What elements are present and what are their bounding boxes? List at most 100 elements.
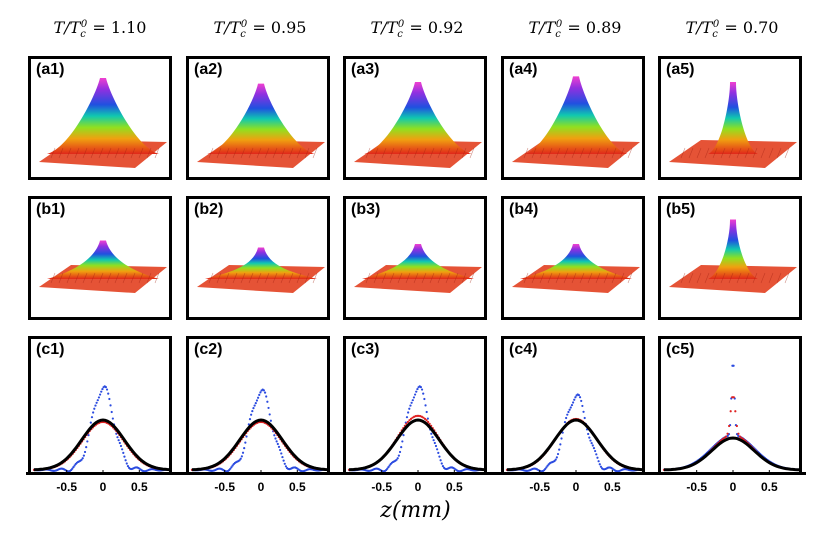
- blue-point: [395, 458, 398, 461]
- surface-stripe: [389, 272, 395, 284]
- surface-stripe: [240, 147, 246, 159]
- column-title: T/Tc0 = 1.10: [53, 18, 147, 41]
- blue-point: [644, 469, 645, 471]
- blue-point: [422, 392, 425, 395]
- x-tick-label: 0.5: [130, 480, 148, 494]
- surface-stripe: [58, 272, 64, 284]
- surface-stripe: [248, 147, 254, 159]
- surface-stripe: [720, 272, 726, 284]
- surface-stripe: [760, 147, 766, 159]
- surface-stripe: [571, 147, 577, 159]
- blue-point: [262, 389, 265, 392]
- blue-point: [94, 404, 97, 407]
- blue-point: [581, 404, 584, 408]
- blue-point: [83, 450, 87, 454]
- surface-stripe: [531, 147, 537, 159]
- surface-stripe: [627, 272, 633, 284]
- surface-stripe: [712, 147, 718, 159]
- surface-stripe: [232, 147, 238, 159]
- surface-stripe: [146, 147, 152, 159]
- surface-stripe: [445, 272, 451, 284]
- blue-point: [423, 397, 426, 401]
- column-title: T/Tc0 = 0.70: [685, 18, 779, 41]
- surface-stripe: [736, 147, 742, 159]
- panel-a2: (a2): [186, 56, 330, 180]
- blue-point: [279, 448, 282, 452]
- panel-a4: (a4): [501, 56, 645, 180]
- surface-stripe: [603, 272, 609, 284]
- blue-point: [431, 436, 434, 439]
- blue-point: [732, 364, 735, 367]
- x-axis-label: z(mm): [380, 498, 451, 523]
- x-tick-label: 0: [572, 480, 580, 494]
- surface-stripe: [563, 272, 569, 284]
- blue-point: [554, 458, 557, 461]
- panel-label: (a5): [666, 61, 695, 78]
- blue-point: [555, 456, 558, 459]
- surface-stripe: [776, 272, 782, 284]
- panel-a1: (a1): [28, 56, 172, 180]
- red-point: [422, 416, 425, 419]
- surface-stripe: [130, 272, 136, 284]
- panel-c1: (c1): [28, 336, 172, 474]
- blue-point: [73, 464, 76, 467]
- surface-stripe: [461, 147, 467, 159]
- panel-label: (c4): [509, 341, 538, 358]
- x-tick-label: 0: [99, 480, 107, 494]
- blue-point: [398, 450, 402, 454]
- surface-stripe: [405, 272, 411, 284]
- blue-point: [240, 455, 243, 458]
- blue-point: [643, 469, 645, 471]
- surface-stripe: [381, 272, 387, 284]
- red-point: [171, 469, 172, 471]
- surface-stripe: [106, 147, 112, 159]
- surface-plot: [512, 76, 640, 168]
- surface-stripe: [50, 147, 56, 159]
- surface-stripe: [728, 272, 734, 284]
- red-point: [729, 410, 732, 413]
- profile-plot: [190, 388, 327, 474]
- blue-point: [726, 434, 729, 437]
- surface-stripe: [619, 272, 625, 284]
- surface-stripe: [579, 272, 585, 284]
- surface-peak: [47, 240, 159, 279]
- profile-plot: [505, 393, 645, 474]
- surface-stripe: [784, 147, 790, 159]
- surface-stripe: [768, 272, 774, 284]
- blue-point: [71, 467, 74, 470]
- surface-stripe: [90, 147, 96, 159]
- blue-point: [401, 440, 404, 443]
- surface-stripe: [555, 272, 561, 284]
- blue-point: [108, 397, 111, 401]
- surface-stripe: [563, 147, 569, 159]
- blue-point: [432, 439, 435, 442]
- surface-peak: [207, 83, 315, 154]
- blue-point: [560, 437, 563, 440]
- surface-stripe: [74, 272, 80, 284]
- surface-stripe: [122, 272, 128, 284]
- red-point: [409, 417, 413, 420]
- panel-label: (b1): [36, 201, 66, 218]
- surface-stripe: [122, 147, 128, 159]
- red-point: [799, 469, 801, 471]
- blue-point: [101, 387, 104, 391]
- surface-stripe: [397, 272, 403, 284]
- panel-c3: (c3): [343, 336, 487, 474]
- blue-point: [118, 441, 121, 445]
- x-tick-label: 0: [414, 480, 422, 494]
- blue-point: [397, 454, 400, 457]
- blue-point: [267, 406, 270, 410]
- surface-stripe: [58, 147, 64, 159]
- surface-plot: [354, 244, 482, 293]
- x-tick-label: -0.5: [214, 480, 236, 494]
- surface-stripe: [696, 272, 702, 284]
- red-point: [735, 424, 738, 428]
- surface-stripe: [304, 272, 310, 284]
- blue-point: [250, 413, 253, 416]
- blue-point: [396, 457, 399, 460]
- blue-point: [436, 448, 439, 451]
- blue-point: [596, 456, 599, 459]
- blue-point: [405, 416, 409, 419]
- blue-point: [577, 393, 580, 397]
- red-point: [426, 420, 430, 424]
